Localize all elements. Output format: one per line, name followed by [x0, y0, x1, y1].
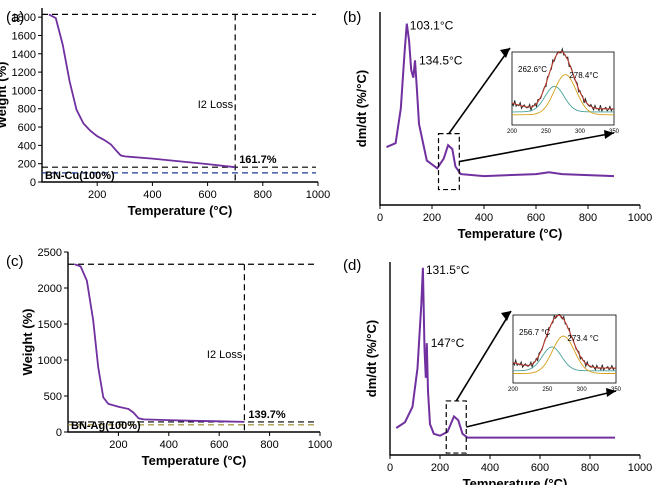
- loss-annotation: I2 Loss: [198, 99, 234, 111]
- inset-fit-curve-2: [512, 74, 614, 116]
- axis-frame: [67, 252, 320, 433]
- panel-label-c: (c): [6, 253, 24, 270]
- inset-fit-curve-1: [512, 346, 616, 372]
- zoom-arrow: [459, 132, 615, 163]
- arrow-head: [501, 311, 511, 321]
- tga-curve: [74, 263, 245, 423]
- x-tick-label: 600: [210, 439, 228, 451]
- panel-label-b: (b): [343, 9, 361, 26]
- residual-annotation: 161.7%: [239, 154, 277, 166]
- inset-x-tick-label: 200: [508, 387, 519, 393]
- x-tick-label: 400: [143, 189, 161, 201]
- y-axis-title: Weight (%): [0, 62, 9, 129]
- x-tick-label: 0: [387, 462, 393, 474]
- y-tick-label: 200: [18, 159, 36, 171]
- reference-annotation: BN-Ag(100%): [71, 420, 141, 432]
- inset-peak-label: 256.7 °C: [519, 328, 550, 337]
- reference-annotation: BN-Cu(100%): [45, 170, 115, 182]
- dtg-curve: [386, 23, 615, 178]
- inset-x-tick-label: 300: [575, 129, 586, 135]
- x-axis-title: Temperature (°C): [128, 203, 233, 218]
- x-tick-label: 800: [579, 212, 597, 224]
- x-tick-label: 200: [423, 212, 441, 224]
- y-tick-label: 1800: [12, 12, 36, 24]
- arrow-head: [604, 130, 614, 139]
- inset-x-tick-label: 350: [611, 387, 622, 393]
- x-tick-label: 200: [88, 189, 106, 201]
- x-tick-label: 800: [581, 462, 599, 474]
- tga-curve: [48, 13, 236, 169]
- x-tick-label: 400: [481, 462, 499, 474]
- loss-annotation: I2 Loss: [207, 349, 243, 361]
- inset-x-tick-label: 250: [541, 129, 552, 135]
- x-tick-label: 600: [527, 212, 545, 224]
- x-tick-label: 600: [198, 189, 216, 201]
- y-tick-label: 1000: [38, 355, 62, 367]
- x-tick-label: 200: [431, 462, 449, 474]
- y-tick-label: 1200: [12, 67, 36, 79]
- x-tick-label: 400: [160, 439, 178, 451]
- y-tick-label: 0: [30, 177, 36, 189]
- chart-panel-c: 200 400 600 800 1000 Temperature (°C) Weight (…: [20, 247, 332, 468]
- y-axis-title: dm/dt (%/°C): [354, 70, 369, 147]
- x-tick-label: 600: [531, 462, 549, 474]
- inset-sum-curve: [512, 314, 616, 369]
- x-tick-label: 200: [109, 439, 127, 451]
- y-tick-label: 1400: [12, 49, 36, 61]
- axis-frame: [41, 8, 318, 183]
- y-tick-label: 2500: [38, 247, 62, 259]
- y-tick-label: 400: [18, 140, 36, 152]
- x-tick-label: 1000: [628, 212, 652, 224]
- y-tick-label: 1000: [12, 85, 36, 97]
- inset-x-tick-label: 350: [609, 129, 620, 135]
- x-tick-label: 0: [377, 212, 383, 224]
- x-tick-label: 1000: [306, 189, 330, 201]
- residual-annotation: 139.7%: [248, 409, 286, 421]
- zoom-arrow: [455, 310, 512, 402]
- y-tick-label: 500: [44, 391, 62, 403]
- inset-x-tick-label: 250: [542, 387, 553, 393]
- dtg-curve: [395, 267, 615, 439]
- y-tick-label: 0: [56, 427, 62, 439]
- x-tick-label: 800: [260, 439, 278, 451]
- peak-label: 103.1°C: [410, 19, 454, 33]
- peak-label: 147°C: [431, 336, 465, 350]
- inset-x-tick-label: 300: [577, 387, 588, 393]
- inset-frame: [511, 51, 615, 126]
- peak-label: 131.5°C: [426, 263, 470, 277]
- x-axis-title: Temperature (°C): [458, 226, 563, 241]
- y-axis-title: dm/dt (%/°C): [364, 320, 379, 397]
- inset-x-tick-label: 200: [507, 129, 518, 135]
- y-axis-title: Weight (%): [20, 309, 35, 376]
- chart-panel-d: 0 200 400 600 800 1000 Temperature (°C) dm/dt (…: [364, 262, 652, 485]
- inset-fit-curve-1: [512, 85, 614, 113]
- inset-fit-curve-2: [513, 335, 616, 374]
- zoom-arrow: [466, 390, 617, 428]
- y-tick-label: 800: [18, 104, 36, 116]
- peak-label: 134.5°C: [419, 53, 463, 67]
- y-tick-label: 1600: [12, 30, 36, 42]
- inset-sum-curve: [511, 50, 614, 110]
- x-tick-label: 400: [475, 212, 493, 224]
- inset-peak-label: 262.6°C: [518, 65, 547, 74]
- inset-frame: [512, 314, 617, 384]
- chart-panel-a: 200 400 600 800 1000 Temperature (°C) Weight (…: [0, 8, 330, 218]
- x-tick-label: 1000: [628, 462, 652, 474]
- y-tick-label: 600: [18, 122, 36, 134]
- inset-peak-label: 278.4°C: [569, 71, 598, 80]
- y-tick-label: 2000: [38, 283, 62, 295]
- inset-peak-label: 273.4 °C: [567, 334, 598, 343]
- panel-label-d: (d): [343, 257, 361, 274]
- zoom-arrow: [448, 47, 511, 135]
- x-tick-label: 1000: [308, 439, 332, 451]
- x-axis-title: Temperature (°C): [142, 453, 247, 468]
- x-axis-title: Temperature (°C): [463, 476, 568, 485]
- panel-label-a: (a): [6, 9, 24, 26]
- x-tick-label: 800: [254, 189, 272, 201]
- arrow-head: [606, 388, 616, 397]
- y-tick-label: 1500: [38, 319, 62, 331]
- arrow-head: [500, 48, 510, 58]
- chart-panel-b: 0 200 400 600 800 1000 Temperature (°C) dm/dt (…: [354, 12, 652, 241]
